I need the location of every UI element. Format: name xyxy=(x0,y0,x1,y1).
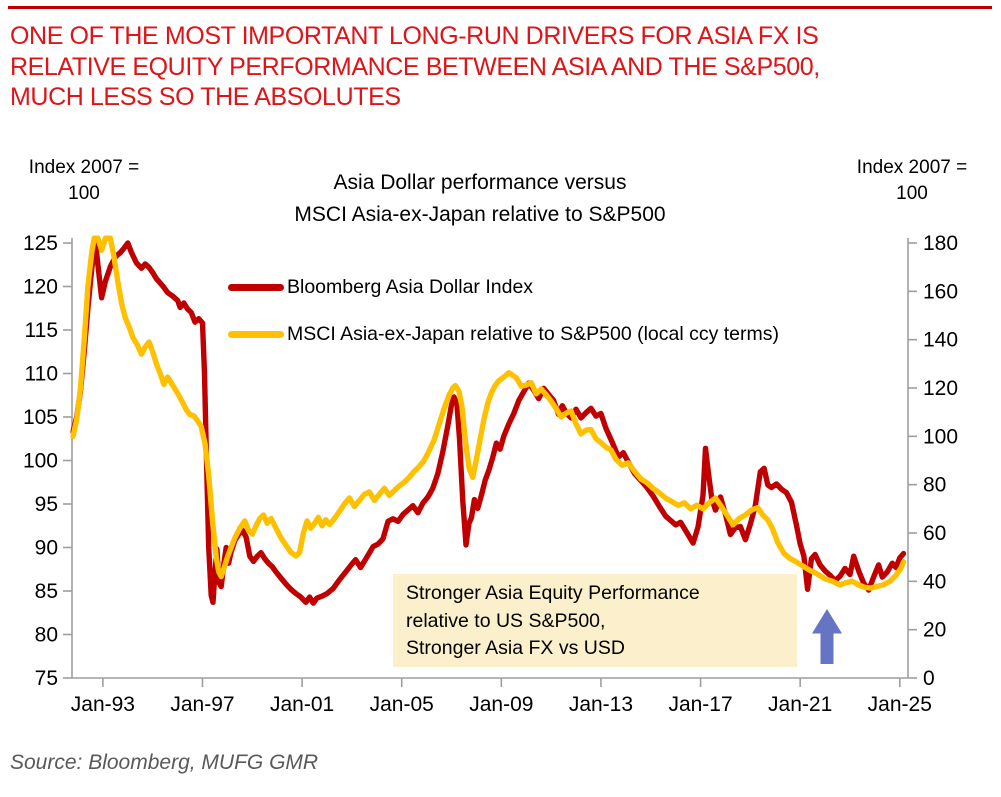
legend-label: MSCI Asia-ex-Japan relative to S&P500 (l… xyxy=(287,323,780,345)
svg-text:80: 80 xyxy=(35,624,58,647)
svg-text:120: 120 xyxy=(23,276,58,299)
svg-text:75: 75 xyxy=(35,667,58,690)
svg-text:95: 95 xyxy=(35,493,58,516)
svg-text:Jan-25: Jan-25 xyxy=(868,693,932,716)
left-axis-header: Index 2007 = 100 xyxy=(28,157,140,204)
legend-item-msci-relative: MSCI Asia-ex-Japan relative to S&P500 (l… xyxy=(228,323,779,346)
svg-text:0: 0 xyxy=(923,667,935,690)
svg-text:100: 100 xyxy=(23,450,58,473)
svg-text:125: 125 xyxy=(23,232,58,255)
top-accent-rule xyxy=(8,6,992,9)
svg-text:20: 20 xyxy=(923,619,946,642)
svg-text:105: 105 xyxy=(23,406,58,429)
up-arrow-icon xyxy=(812,609,842,664)
svg-text:80: 80 xyxy=(923,474,946,497)
svg-text:120: 120 xyxy=(923,377,958,400)
svg-text:60: 60 xyxy=(923,522,946,545)
right-axis-header: Index 2007 = 100 xyxy=(856,157,968,204)
svg-text:140: 140 xyxy=(923,329,958,352)
svg-text:180: 180 xyxy=(923,232,958,255)
svg-text:Jan-93: Jan-93 xyxy=(71,693,135,716)
svg-text:Jan-17: Jan-17 xyxy=(668,693,732,716)
legend-item-asia-dollar-index: Bloomberg Asia Dollar Index xyxy=(228,276,533,299)
report-headline: ONE OF THE MOST IMPORTANT LONG-RUN DRIVE… xyxy=(10,22,820,111)
source-attribution: Source: Bloomberg, MUFG GMR xyxy=(10,751,319,774)
svg-text:Jan-13: Jan-13 xyxy=(569,693,633,716)
svg-text:40: 40 xyxy=(923,570,946,593)
annotation-callout: Stronger Asia Equity Performance relativ… xyxy=(393,574,797,667)
chart-title: Asia Dollar performance versus MSCI Asia… xyxy=(294,171,666,226)
svg-text:85: 85 xyxy=(35,580,58,603)
svg-text:Jan-05: Jan-05 xyxy=(370,693,434,716)
legend-swatch-yellow-line xyxy=(228,331,284,338)
svg-text:Jan-01: Jan-01 xyxy=(270,693,334,716)
svg-text:Jan-97: Jan-97 xyxy=(170,693,234,716)
svg-text:100: 100 xyxy=(923,425,958,448)
svg-text:110: 110 xyxy=(25,363,58,386)
svg-text:Jan-09: Jan-09 xyxy=(469,693,533,716)
svg-text:Jan-21: Jan-21 xyxy=(768,693,832,716)
legend-swatch-red-line xyxy=(228,284,284,291)
svg-text:160: 160 xyxy=(923,280,958,303)
legend-label: Bloomberg Asia Dollar Index xyxy=(287,276,534,298)
svg-text:90: 90 xyxy=(35,537,58,560)
svg-text:115: 115 xyxy=(25,319,58,342)
